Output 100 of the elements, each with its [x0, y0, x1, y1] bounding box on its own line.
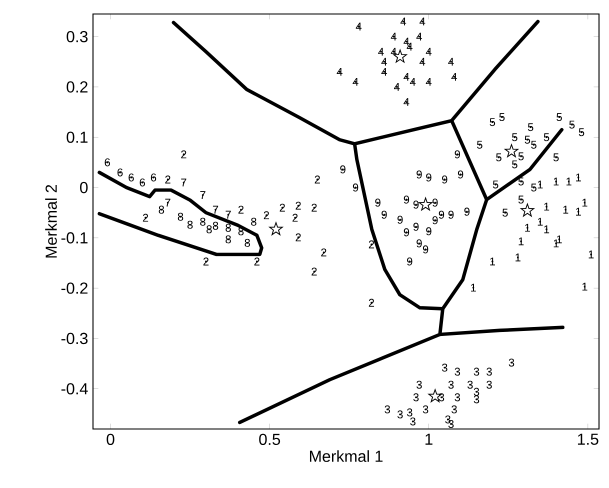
text: 5: [531, 140, 536, 149]
y-tick-label: 0.1: [66, 132, 88, 143]
text: 8: [226, 224, 231, 232]
x-axis-title: Merkmal 1: [310, 450, 383, 462]
text: 9: [407, 257, 412, 266]
y-tick-label: -0.4: [61, 383, 88, 394]
text: 5: [496, 153, 502, 162]
text: 2: [254, 258, 260, 266]
text: 3: [474, 395, 480, 404]
text: 3: [486, 368, 492, 376]
text: 2: [142, 214, 148, 222]
text: 7: [212, 206, 218, 214]
x-tick-label: 1: [426, 434, 432, 445]
text: 2: [264, 211, 270, 220]
text: 3: [416, 380, 422, 389]
text: 7: [165, 198, 170, 207]
series-label: 4: [404, 98, 410, 106]
text: 2: [165, 176, 170, 184]
text: 3: [486, 380, 492, 389]
text: 8: [158, 206, 164, 214]
text: 5: [569, 120, 575, 129]
text: 4: [390, 32, 397, 41]
text: 2: [296, 202, 301, 210]
text: 9: [432, 198, 438, 207]
text: 5: [531, 184, 536, 192]
text: 8: [206, 225, 212, 234]
text: 8: [251, 218, 256, 226]
text: 1: [563, 206, 568, 214]
text: 4: [356, 22, 362, 30]
y-tick-label: -0.3: [61, 332, 88, 344]
y-tick-label: -0.1: [61, 232, 88, 244]
text: 1: [576, 174, 581, 182]
text: 5: [544, 133, 550, 142]
series-label: 5: [556, 113, 562, 122]
series-label: 8: [200, 218, 206, 226]
text: 4: [336, 68, 342, 76]
text: 5: [553, 153, 559, 162]
text: 4: [381, 58, 388, 66]
text: 5: [492, 180, 498, 188]
text: 2: [238, 206, 244, 214]
text: 9: [413, 200, 419, 209]
text: 2: [292, 214, 298, 222]
x-tick-label: 0.5: [259, 434, 280, 446]
y-tick-label: 0.2: [66, 81, 88, 93]
text: 2: [368, 298, 374, 307]
text: 9: [375, 198, 380, 207]
text: 8: [212, 222, 218, 230]
text: 9: [340, 165, 346, 174]
text: 2: [312, 268, 317, 276]
text: 1: [538, 180, 543, 188]
text: 8: [187, 220, 193, 229]
text: 2: [314, 176, 320, 184]
text: 9: [422, 245, 428, 254]
text: 1: [576, 208, 581, 216]
text: 8: [244, 238, 250, 247]
text: 4: [410, 78, 416, 86]
text: 5: [502, 208, 508, 217]
y-tick-label: -0.2: [61, 282, 88, 294]
text: 3: [454, 393, 460, 402]
text: 6: [104, 158, 110, 166]
series-label: 6: [150, 173, 156, 182]
text: 2: [312, 204, 317, 212]
text: 8: [226, 235, 231, 244]
text: 5: [512, 133, 518, 142]
text: 9: [426, 227, 432, 236]
text: 7: [200, 191, 206, 199]
text: 3: [413, 393, 419, 402]
text: 4: [419, 58, 426, 66]
text: 4: [416, 32, 422, 41]
text: 6: [140, 178, 145, 187]
text: 4: [400, 18, 406, 26]
series-label: 9: [416, 239, 422, 248]
x-tick-label: 1.5: [578, 434, 598, 445]
text: 4: [390, 48, 397, 56]
text: 9: [438, 210, 444, 219]
text: 5: [524, 136, 530, 144]
text: 5: [476, 140, 482, 149]
text: 5: [518, 196, 524, 204]
text: 9: [426, 173, 432, 182]
text: 6: [117, 168, 123, 176]
x-tick-label: 0: [106, 434, 114, 446]
text: 9: [382, 210, 387, 219]
series-label: 2: [368, 240, 374, 248]
text: 4: [381, 68, 388, 76]
text: 2: [280, 204, 285, 212]
text: 9: [442, 175, 448, 184]
text: 9: [416, 170, 422, 178]
text: 5: [528, 123, 534, 132]
text: 3: [442, 364, 448, 372]
text: 3: [448, 380, 454, 389]
text: 9: [464, 208, 470, 216]
text: 9: [458, 170, 464, 178]
text: 9: [432, 216, 438, 224]
text: 9: [397, 216, 403, 224]
text: 4: [404, 72, 410, 81]
text: 4: [378, 48, 384, 56]
text: 9: [404, 228, 410, 236]
y-tick-label: 0.3: [66, 30, 88, 42]
text: 9: [448, 210, 454, 219]
text: 4: [451, 72, 458, 81]
